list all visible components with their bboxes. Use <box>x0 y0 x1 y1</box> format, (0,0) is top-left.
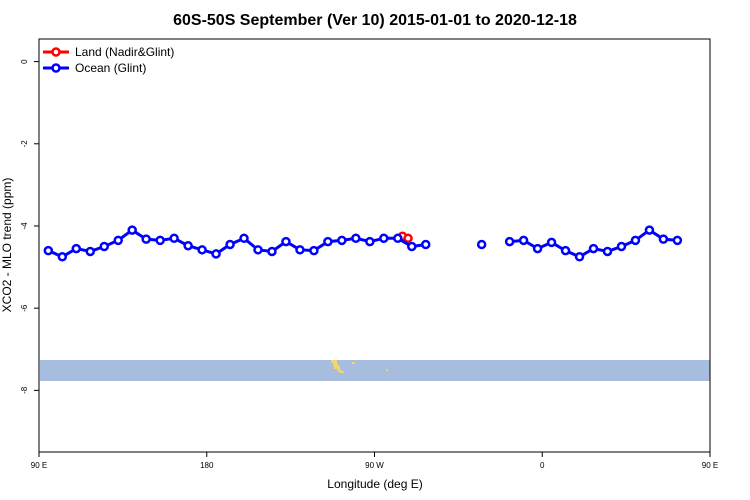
data-point <box>155 235 165 246</box>
data-point <box>295 245 305 255</box>
legend-label: Land (Nadir&Glint) <box>75 45 174 59</box>
data-point <box>71 243 82 254</box>
legend-item: Ocean (Glint) <box>43 61 146 75</box>
data-point <box>504 236 515 247</box>
y-tick-label: -2 <box>20 140 29 148</box>
data-point <box>351 233 361 244</box>
data-point <box>43 245 54 256</box>
x-tick-label: 0 <box>540 461 545 470</box>
data-point <box>141 234 151 244</box>
y-axis-label: XCO2 - MLO trend (ppm) <box>0 178 14 313</box>
y-tick-label: 0 <box>20 59 29 64</box>
data-point <box>239 233 249 244</box>
data-point <box>99 241 109 252</box>
data-point <box>323 236 333 247</box>
legend-marker <box>51 47 61 57</box>
data-point <box>393 233 403 244</box>
land-patch <box>331 360 388 373</box>
y-tick-label: -8 <box>20 386 29 394</box>
data-point <box>574 252 585 262</box>
data-point <box>546 237 557 248</box>
data-point <box>85 246 96 257</box>
series-line <box>47 228 426 259</box>
data-point <box>337 235 347 246</box>
x-tick-label: 90 W <box>365 461 384 470</box>
data-point <box>644 225 655 235</box>
data-point <box>211 249 221 259</box>
data-point <box>183 240 193 251</box>
data-point <box>421 239 431 250</box>
data-point <box>588 243 599 254</box>
data-point <box>602 246 613 257</box>
ocean-band <box>40 360 710 381</box>
y-axis: 0 -2 -4 -6 -8 <box>20 59 39 394</box>
x-tick-label: 180 <box>200 461 214 470</box>
y-tick-label: -6 <box>20 304 29 312</box>
x-tick-label: 90 E <box>31 461 47 470</box>
data-point <box>57 252 68 262</box>
legend: Land (Nadir&Glint) Ocean (Glint) <box>43 45 174 75</box>
chart-title: 60S-50S September (Ver 10) 2015-01-01 to… <box>173 12 577 29</box>
data-point <box>127 225 137 235</box>
series-ocean-glint <box>43 225 683 262</box>
data-point <box>113 235 123 246</box>
data-point <box>197 245 207 255</box>
data-point <box>532 243 543 254</box>
data-point <box>560 245 571 256</box>
data-point <box>267 246 277 257</box>
data-point <box>169 233 179 244</box>
data-point <box>365 236 375 247</box>
data-point <box>672 235 683 246</box>
data-point <box>281 236 291 247</box>
legend-marker <box>51 63 61 73</box>
data-point <box>616 241 627 252</box>
data-point <box>476 239 487 250</box>
data-point <box>253 245 263 255</box>
plot-frame <box>38 38 711 453</box>
legend-label: Ocean (Glint) <box>75 61 146 75</box>
series-land-nadir-glint <box>397 231 413 244</box>
y-tick-label: -4 <box>20 222 29 230</box>
data-point <box>630 235 641 246</box>
data-point <box>407 241 417 252</box>
data-point <box>403 233 413 244</box>
map-strip <box>40 360 710 381</box>
data-point <box>518 235 529 246</box>
legend-item: Land (Nadir&Glint) <box>43 45 174 59</box>
x-axis-label: Longitude (deg E) <box>327 477 422 491</box>
data-point <box>658 234 669 244</box>
data-point <box>309 245 319 256</box>
x-tick-label: 90 E <box>702 461 718 470</box>
x-axis: 90 E 180 90 W 0 90 E <box>31 452 718 470</box>
series-layer <box>43 225 683 262</box>
data-point <box>379 233 389 244</box>
data-point <box>225 239 235 250</box>
